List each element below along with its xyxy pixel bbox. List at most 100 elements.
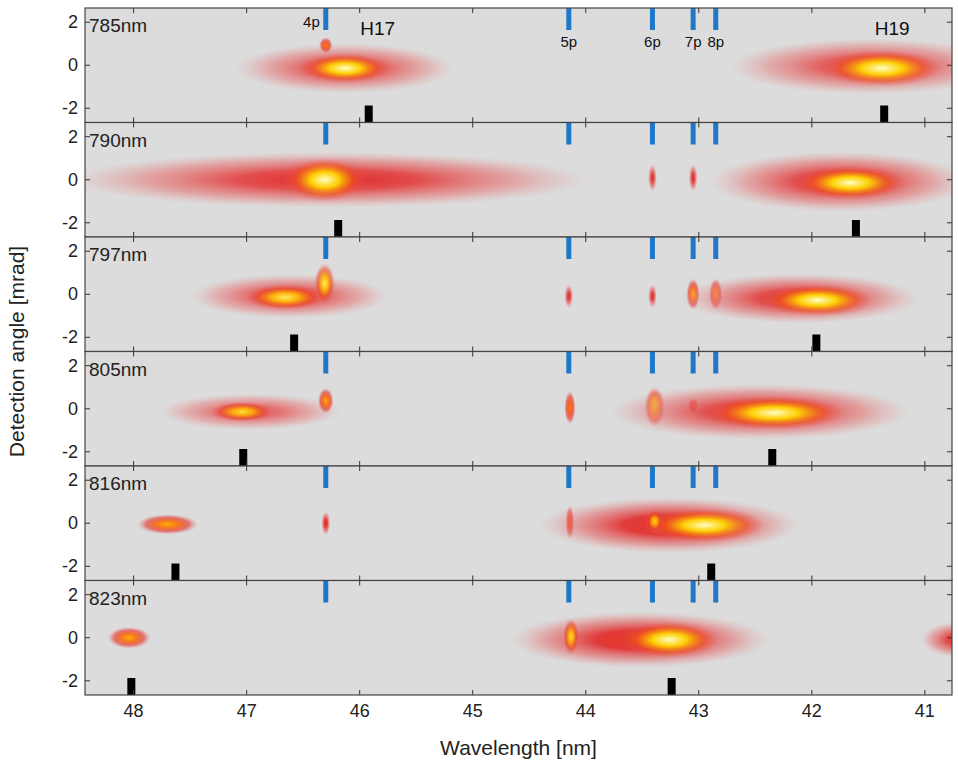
x-tick bbox=[472, 118, 473, 123]
x-tick bbox=[133, 232, 134, 237]
x-tick bbox=[585, 461, 586, 466]
harmonic-marker bbox=[812, 335, 820, 352]
y-tick-label: 2 bbox=[68, 127, 78, 147]
panel-frame bbox=[85, 8, 952, 123]
x-tick bbox=[472, 461, 473, 466]
chart: -202785nmH17H194p5p6p7p8p-202790nm-20279… bbox=[0, 0, 958, 778]
spot bbox=[190, 274, 389, 318]
x-tick bbox=[924, 576, 925, 581]
x-tick bbox=[698, 237, 699, 242]
x-tick bbox=[246, 352, 247, 357]
panel: -202797nm bbox=[62, 237, 952, 352]
spot bbox=[510, 612, 770, 668]
y-tick bbox=[85, 566, 90, 567]
line-label: 6p bbox=[644, 33, 661, 50]
x-tick bbox=[246, 581, 247, 586]
y-tick-label: -2 bbox=[62, 442, 78, 462]
harmonic-marker bbox=[239, 449, 247, 466]
x-tick bbox=[811, 690, 812, 695]
x-tick bbox=[472, 232, 473, 237]
harmonic-marker bbox=[171, 564, 179, 581]
x-tick bbox=[585, 237, 586, 242]
y-tick bbox=[947, 451, 952, 452]
spot bbox=[314, 263, 334, 303]
x-tick bbox=[359, 461, 360, 466]
spot bbox=[795, 166, 906, 200]
x-tick bbox=[924, 347, 925, 352]
transition-line bbox=[713, 237, 718, 259]
y-tick bbox=[947, 566, 952, 567]
x-tick bbox=[698, 690, 699, 695]
transition-line bbox=[691, 237, 696, 259]
panel-frame bbox=[85, 237, 952, 352]
x-tick-label: 43 bbox=[689, 701, 709, 721]
harmonic-marker bbox=[290, 335, 298, 352]
spot bbox=[564, 391, 575, 425]
y-tick-label: 0 bbox=[68, 628, 78, 648]
transition-line bbox=[713, 123, 718, 145]
x-tick bbox=[133, 352, 134, 357]
panel: -202805nm bbox=[62, 352, 952, 467]
x-tick bbox=[698, 581, 699, 586]
x-tick bbox=[359, 690, 360, 695]
panel-background bbox=[85, 581, 952, 696]
y-tick bbox=[947, 480, 952, 481]
x-tick bbox=[246, 347, 247, 352]
spot bbox=[646, 509, 664, 533]
spot bbox=[648, 164, 657, 192]
x-tick bbox=[246, 690, 247, 695]
spot bbox=[680, 273, 920, 323]
x-tick bbox=[133, 581, 134, 586]
harmonic-marker bbox=[880, 106, 888, 123]
x-tick bbox=[246, 8, 247, 13]
x-tick-label: 48 bbox=[124, 701, 144, 721]
y-tick bbox=[85, 294, 90, 295]
y-tick bbox=[85, 408, 90, 409]
x-tick bbox=[359, 123, 360, 128]
panel: -202816nm bbox=[62, 466, 952, 581]
y-tick-label: 0 bbox=[68, 170, 78, 190]
y-tick bbox=[947, 408, 952, 409]
spot bbox=[235, 43, 454, 93]
panel-frame bbox=[85, 352, 952, 467]
y-tick bbox=[947, 136, 952, 137]
y-tick bbox=[85, 65, 90, 66]
panel: -202823nm bbox=[62, 581, 958, 696]
panel-frame bbox=[85, 123, 952, 238]
y-tick bbox=[947, 680, 952, 681]
x-tick bbox=[811, 347, 812, 352]
panel-background bbox=[85, 466, 952, 581]
transition-line bbox=[650, 8, 655, 30]
spot bbox=[729, 38, 952, 94]
x-tick bbox=[924, 123, 925, 128]
x-tick bbox=[585, 123, 586, 128]
transition-line bbox=[323, 237, 328, 259]
transition-line bbox=[691, 8, 696, 30]
x-tick bbox=[811, 123, 812, 128]
line-label: 5p bbox=[560, 33, 577, 50]
x-tick bbox=[133, 118, 134, 123]
x-tick bbox=[472, 576, 473, 581]
x-tick bbox=[924, 237, 925, 242]
x-tick bbox=[698, 118, 699, 123]
x-tick bbox=[133, 8, 134, 13]
x-tick bbox=[811, 232, 812, 237]
spot bbox=[704, 396, 844, 430]
x-tick bbox=[698, 347, 699, 352]
spot bbox=[108, 627, 151, 649]
spot bbox=[318, 388, 334, 414]
y-tick-label: 2 bbox=[68, 470, 78, 490]
x-tick bbox=[811, 352, 812, 357]
y-tick-label: -2 bbox=[62, 327, 78, 347]
x-tick bbox=[585, 690, 586, 695]
panel-frame bbox=[85, 466, 952, 581]
y-tick-label: 2 bbox=[68, 585, 78, 605]
spot bbox=[920, 622, 952, 658]
x-tick bbox=[698, 232, 699, 237]
transition-line bbox=[650, 352, 655, 374]
x-tick-label: 41 bbox=[915, 701, 935, 721]
spot bbox=[137, 514, 198, 534]
x-tick bbox=[359, 347, 360, 352]
spots bbox=[190, 237, 919, 352]
transition-line bbox=[566, 466, 571, 488]
